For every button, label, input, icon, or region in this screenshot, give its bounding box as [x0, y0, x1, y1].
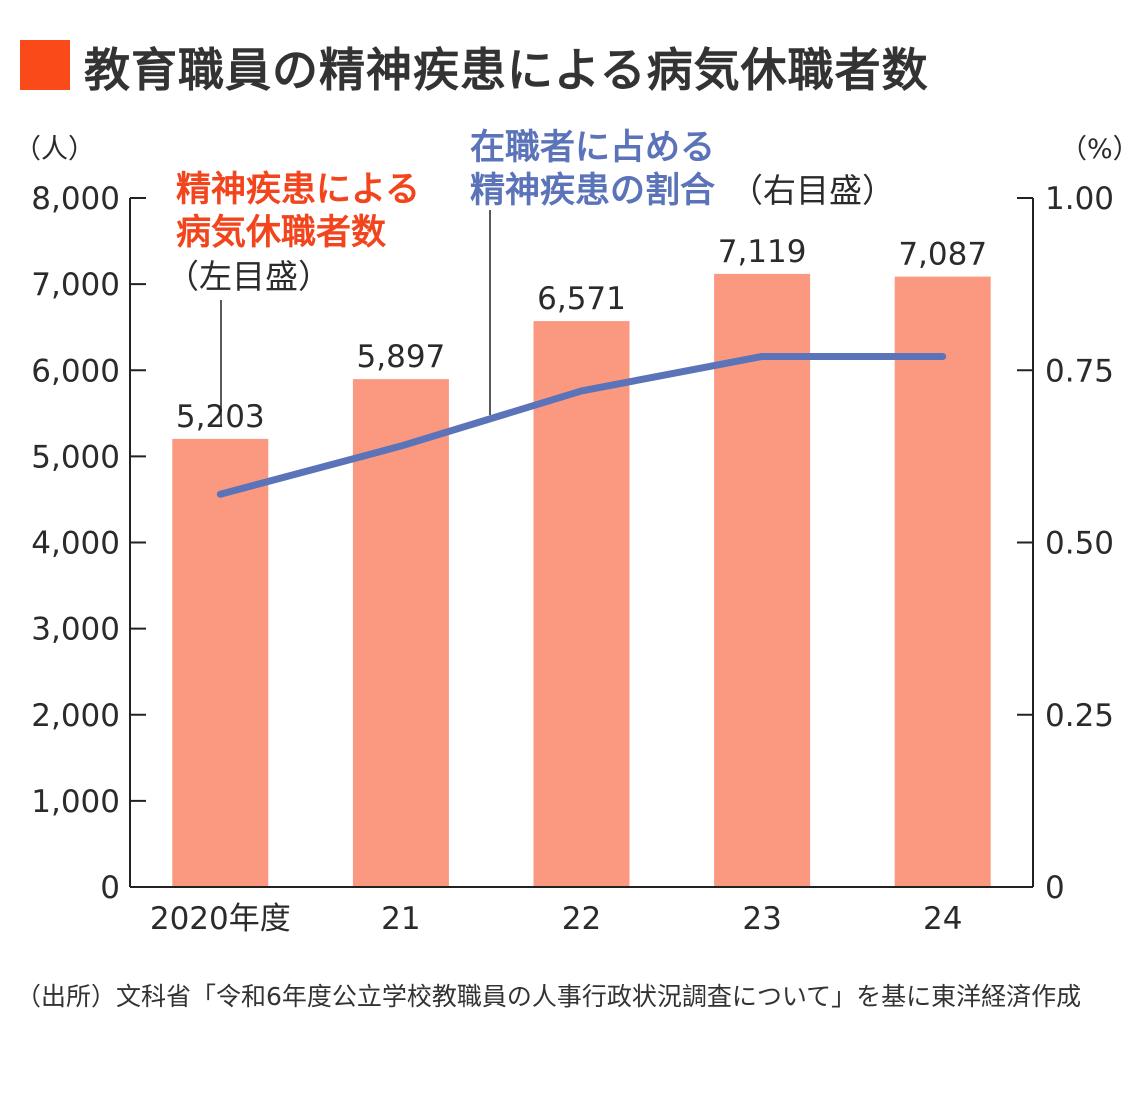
- left-tick-label: 8,000: [31, 181, 120, 217]
- bar-value-label: 7,087: [898, 237, 987, 273]
- left-tick-label: 6,000: [31, 353, 120, 389]
- left-tick-label: 3,000: [31, 612, 120, 648]
- right-tick-label: 0.25: [1045, 698, 1114, 734]
- left-tick-label: 1,000: [31, 784, 120, 820]
- bar-value-label: 7,119: [718, 234, 807, 270]
- x-tick-label: 24: [923, 901, 962, 937]
- right-tick-label: 1.00: [1045, 181, 1114, 217]
- left-tick-label: 4,000: [31, 526, 120, 562]
- bar-2020年度: [172, 438, 269, 887]
- bar-23: [714, 273, 811, 888]
- line-series-name-line2: 精神疾患の割合: [470, 171, 715, 211]
- right-tick-label: 0.75: [1045, 353, 1114, 389]
- right-tick-label: 0.50: [1045, 526, 1114, 562]
- x-tick-label: 22: [562, 901, 601, 937]
- bar-series-name-line2: 病気休職者数: [176, 213, 386, 253]
- bar-24: [894, 276, 991, 888]
- left-tick-label: 2,000: [31, 698, 120, 734]
- bar-series-name-line1: 精神疾患による: [176, 170, 420, 210]
- chart-title: 教育職員の精神疾患による病気休職者数: [84, 43, 929, 97]
- bar-value-label: 6,571: [537, 281, 626, 317]
- bar-series-axis-note: （左目盛）: [166, 257, 331, 296]
- left-tick-label: 5,000: [31, 439, 120, 475]
- bar-value-label: 5,897: [357, 339, 446, 375]
- source-note: （出所）文科省「令和6年度公立学校教職員の人事行政状況調査について」を基に東洋経…: [16, 982, 1082, 1011]
- x-tick-label: 21: [381, 901, 420, 937]
- right-axis-unit: （%）: [1060, 134, 1140, 165]
- line-series-name-line1: 在職者に占める: [470, 128, 715, 168]
- left-tick-label: 7,000: [31, 267, 120, 303]
- right-tick-label: 0: [1045, 870, 1065, 906]
- line-series-axis-note: （右目盛）: [730, 171, 895, 210]
- title-square: [20, 40, 70, 90]
- left-tick-label: 0: [100, 870, 120, 906]
- x-tick-label: 23: [742, 901, 781, 937]
- left-axis-unit: （人）: [14, 134, 95, 165]
- x-tick-label: 2020年度: [150, 901, 291, 937]
- bar-21: [352, 379, 449, 887]
- bar-22: [533, 321, 630, 887]
